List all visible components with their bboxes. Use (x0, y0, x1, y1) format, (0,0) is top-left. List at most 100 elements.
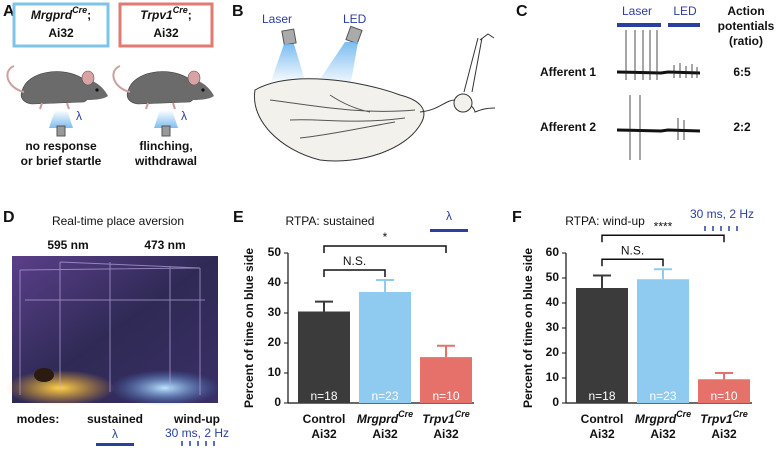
mouse (6, 65, 109, 110)
stimulus-symbol: λ (181, 109, 187, 123)
panel-title: Real-time place aversion (52, 214, 184, 228)
trace (616, 70, 701, 75)
row-label: Afferent 2 (540, 120, 596, 134)
chart-title: RTPA: sustained (286, 214, 375, 228)
x-tick-label: Control (303, 412, 346, 426)
outcome: no response (25, 139, 97, 153)
error-bar (315, 300, 333, 312)
stimulus-pattern: 30 ms, 2 Hz (690, 207, 754, 221)
x-tick-label: MrgprdCre (635, 409, 691, 426)
x-tick-sublabel: Ai32 (311, 427, 337, 441)
significance-label: N.S. (343, 254, 366, 268)
wavelength: 595 nm (47, 238, 88, 252)
stimulus-label: LED (673, 4, 697, 18)
x-tick-label: Trpv1Cre (422, 409, 469, 426)
category: Control (581, 412, 624, 426)
y-tick-label: 30 (268, 305, 282, 319)
superscript: Cre (733, 409, 748, 419)
y-tick-label: 0 (552, 395, 559, 409)
y-axis-label: Percent of time on blue side (242, 248, 256, 408)
category: Trpv1 (700, 412, 733, 426)
significance-bracket (323, 245, 447, 253)
bar (359, 292, 411, 403)
error-bar (437, 344, 455, 358)
source-label: Laser (262, 12, 292, 26)
source-label: LED (343, 12, 367, 26)
x-tick-label: MrgprdCre (357, 409, 413, 426)
category: Mrgprd (357, 412, 399, 426)
panel-letter: C (516, 3, 528, 20)
bar (298, 311, 350, 403)
panel-letter: E (233, 209, 244, 226)
significance-label: **** (654, 219, 673, 233)
significance-label: * (383, 230, 388, 244)
error-bar (376, 279, 394, 292)
stimulus-symbol: λ (112, 427, 118, 441)
x-tick-label: Trpv1Cre (700, 409, 747, 426)
n-label: n=23 (649, 389, 676, 403)
significance-bracket (601, 258, 664, 267)
spikes (629, 95, 685, 160)
electrode-wire (479, 33, 495, 41)
y-tick-label: 30 (546, 320, 560, 334)
x-tick-sublabel: Ai32 (711, 427, 737, 441)
column-header: (ratio) (729, 34, 763, 48)
y-tick-label: 50 (268, 245, 282, 259)
mode: sustained (87, 412, 143, 426)
light-guide (56, 125, 66, 137)
outcome: flinching, (139, 139, 192, 153)
n-label: n=18 (588, 389, 615, 403)
y-axis-label: Percent of time on blue side (521, 248, 535, 408)
n-label: n=18 (310, 389, 337, 403)
stimulus-symbol: λ (76, 109, 82, 123)
blue-floor (110, 370, 220, 406)
y-tick-label: 20 (546, 345, 560, 359)
panel-letter: F (512, 209, 522, 226)
error-bar (593, 274, 611, 288)
error-bar (715, 372, 733, 380)
error-bar (654, 268, 672, 280)
n-label: n=10 (710, 389, 737, 403)
light-beam (49, 110, 73, 128)
genotype-label: MrgprdCre; (31, 5, 91, 22)
bar (637, 279, 689, 403)
punct: ; (188, 8, 192, 22)
n-label: n=10 (432, 389, 459, 403)
superscript: Cre (398, 409, 413, 419)
outcome: or brief startle (21, 154, 102, 168)
x-tick-label: Control (581, 412, 624, 426)
significance-bracket (601, 234, 725, 243)
ratio: 6:5 (733, 65, 751, 79)
enclosure (19, 261, 205, 395)
x-tick-sublabel: Ai32 (372, 427, 398, 441)
x-tick-sublabel: Ai32 (650, 427, 676, 441)
y-tick-label: 40 (268, 275, 282, 289)
chart-title: RTPA: wind-up (565, 214, 645, 228)
genotype-box (118, 2, 214, 48)
n-label: n=23 (371, 389, 398, 403)
superscript: Cre (676, 409, 691, 419)
superscript: Cre (455, 409, 470, 419)
category: Trpv1 (422, 412, 455, 426)
y-tick-label: 10 (268, 365, 282, 379)
column-header: potentials (718, 19, 775, 33)
gene: Mrgprd (31, 8, 73, 22)
light-guide (161, 125, 171, 137)
column-header: Action (727, 4, 764, 18)
y-tick-label: 10 (546, 370, 560, 384)
y-tick-label: 50 (546, 270, 560, 284)
gene: Trpv1 (140, 8, 173, 22)
nerve-branches (269, 94, 416, 139)
y-tick-label: 60 (546, 245, 560, 259)
panel-letter: B (232, 3, 244, 20)
stimulus-bar (430, 229, 468, 232)
mouse (112, 65, 215, 110)
bar (698, 379, 750, 403)
light-beam (154, 110, 178, 128)
genotype-line: Ai32 (153, 26, 179, 40)
modes-label: modes: (17, 412, 60, 426)
spikes (625, 30, 698, 80)
laser-head (281, 28, 297, 46)
